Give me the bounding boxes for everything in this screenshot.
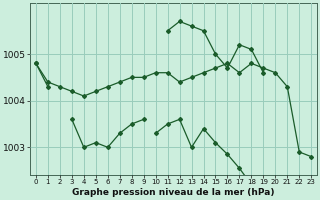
X-axis label: Graphe pression niveau de la mer (hPa): Graphe pression niveau de la mer (hPa) (72, 188, 275, 197)
